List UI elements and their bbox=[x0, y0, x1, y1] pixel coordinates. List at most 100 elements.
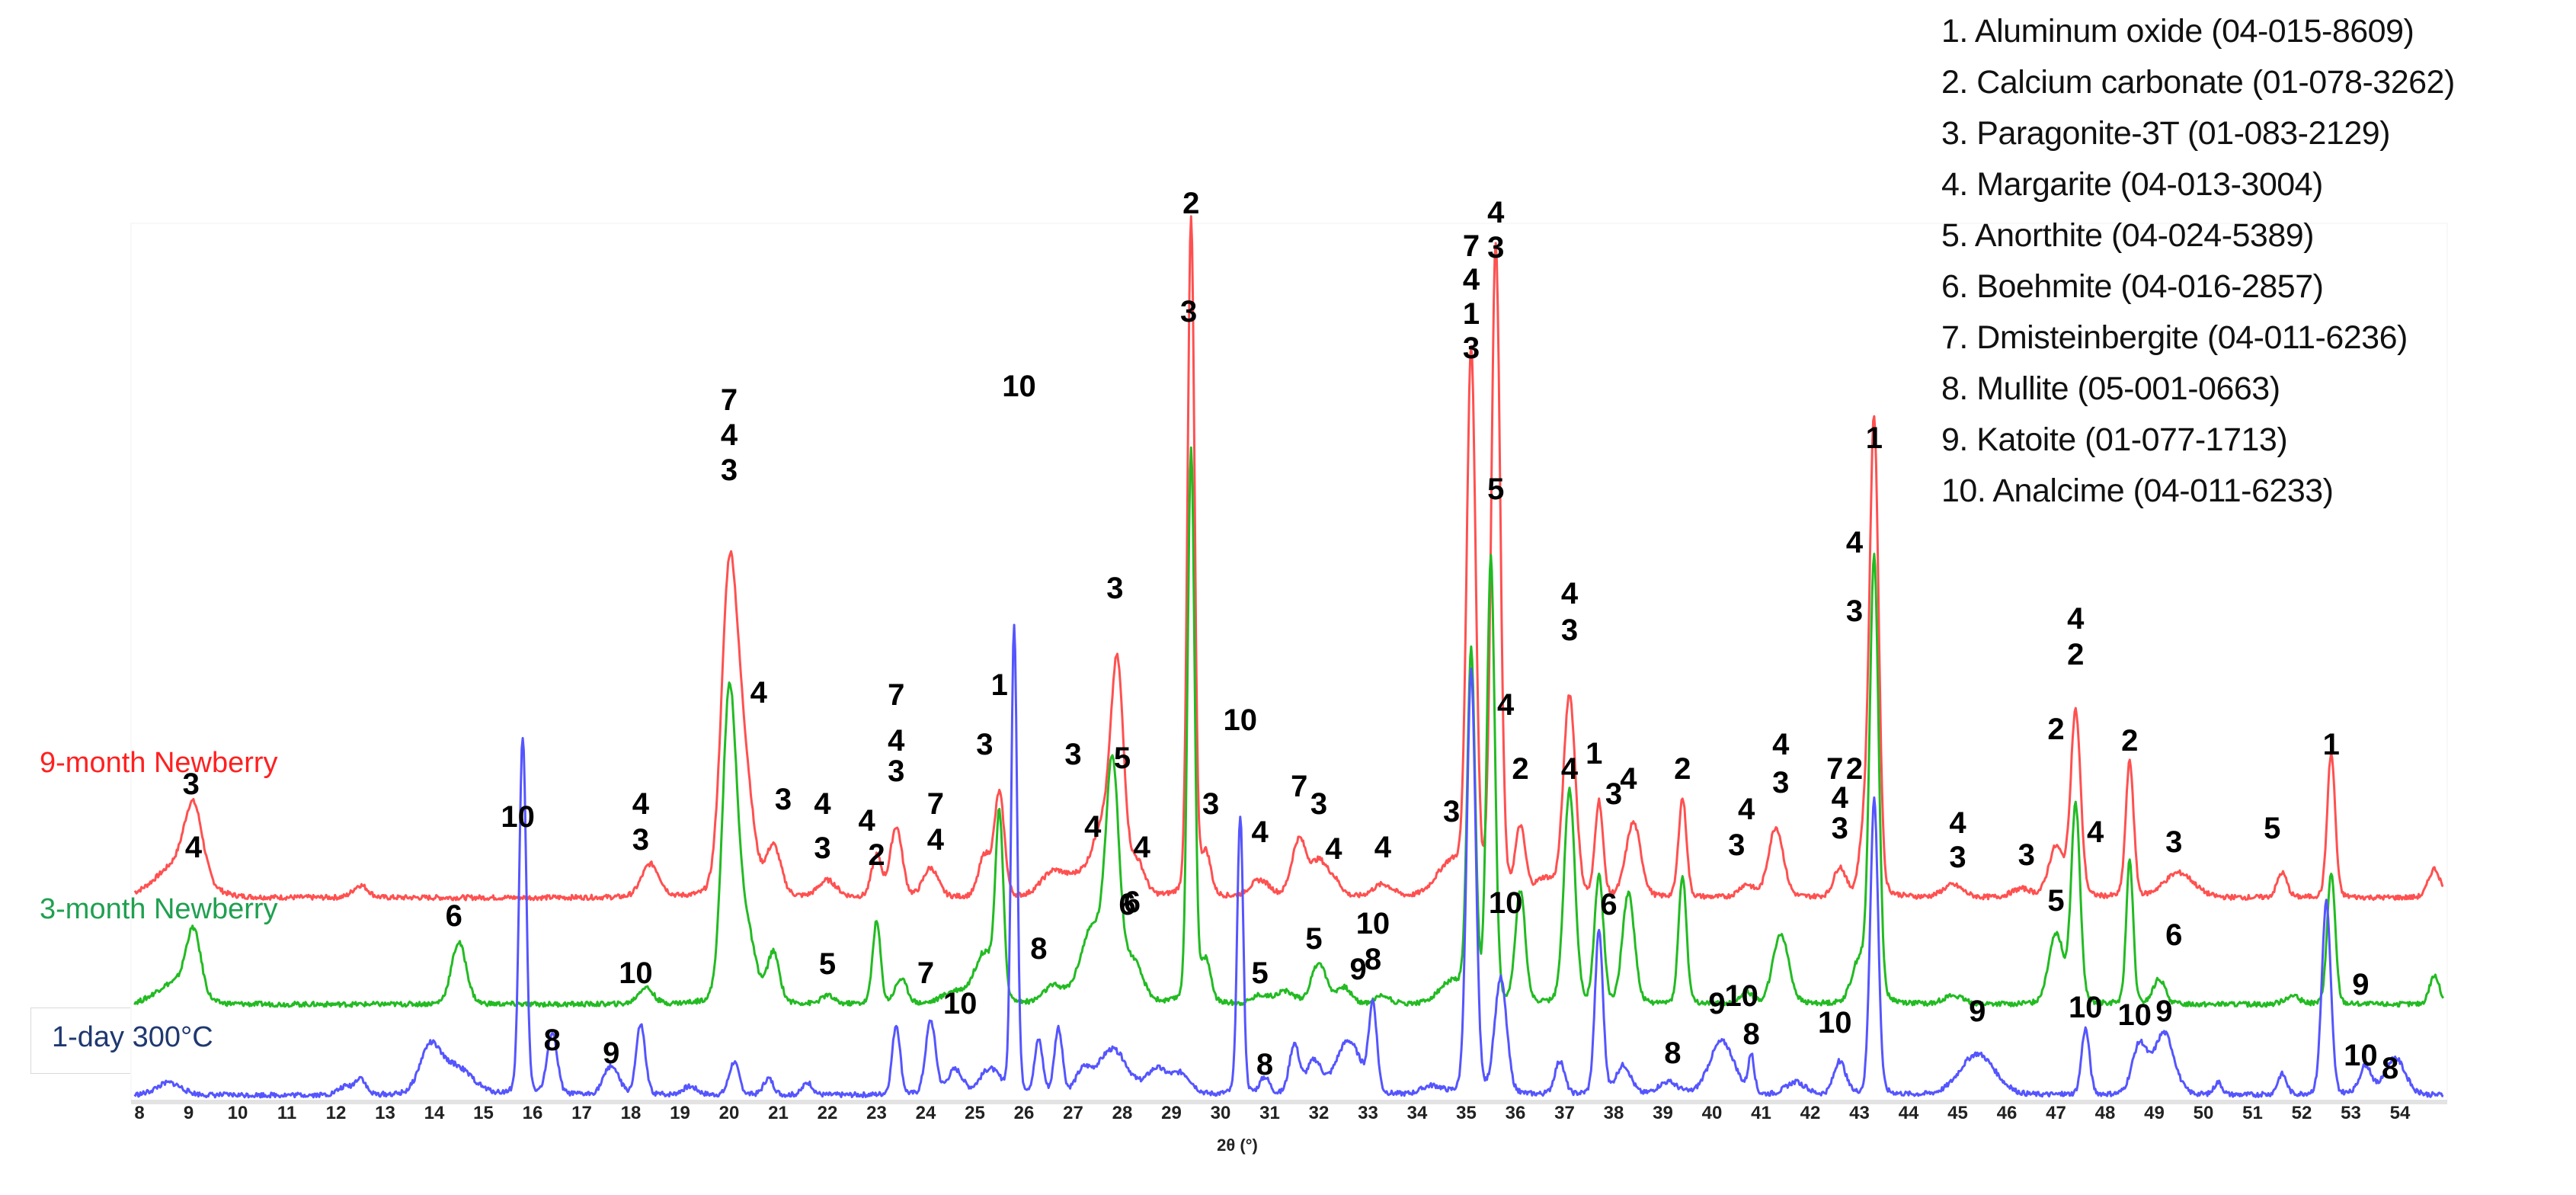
peak-label: 10 bbox=[2117, 998, 2152, 1032]
peak-label: 8 bbox=[1030, 932, 1047, 966]
peak-label: 1 bbox=[991, 668, 1008, 702]
peak-label: 4 bbox=[1374, 831, 1392, 864]
peak-label: 10 bbox=[1489, 886, 1523, 920]
peak-label: 3 bbox=[775, 783, 792, 816]
peak-label: 2 bbox=[2121, 724, 2138, 758]
peak-label: 6 bbox=[1124, 886, 1141, 919]
x-tick-label: 8 bbox=[134, 1103, 144, 1123]
peak-label: 2 bbox=[1674, 752, 1691, 786]
x-tick-label: 32 bbox=[1309, 1103, 1330, 1123]
peak-label: 8 bbox=[1664, 1036, 1681, 1070]
x-tick-label: 12 bbox=[326, 1103, 347, 1123]
peak-label: 4 bbox=[858, 804, 875, 838]
phase-legend: 1. Aluminum oxide (04-015-8609) 2. Calci… bbox=[1941, 6, 2455, 517]
peak-label: 4 bbox=[1832, 781, 1849, 815]
series-label-9-month: 9-month Newberry bbox=[40, 747, 278, 779]
peak-label: 3 bbox=[2165, 825, 2182, 859]
legend-item-9: 9. Katoite (01-077-1713) bbox=[1941, 421, 2288, 458]
peak-label: 3 bbox=[1310, 787, 1327, 821]
peak-label: 5 bbox=[2047, 884, 2064, 918]
x-tick-label: 21 bbox=[768, 1103, 789, 1123]
peak-label: 6 bbox=[1118, 888, 1135, 921]
x-tick-label: 39 bbox=[1653, 1103, 1673, 1123]
peak-label: 3 bbox=[721, 453, 738, 487]
x-tick-label: 50 bbox=[2194, 1103, 2214, 1123]
legend-item-10: 10. Analcime (04-011-6233) bbox=[1941, 473, 2334, 509]
peak-label: 9 bbox=[1708, 987, 1725, 1020]
x-tick-label: 9 bbox=[184, 1103, 194, 1123]
x-tick-label: 52 bbox=[2292, 1103, 2312, 1123]
peak-label: 10 bbox=[1002, 370, 1036, 403]
peak-label: 3 bbox=[1106, 572, 1123, 605]
x-tick-label: 53 bbox=[2341, 1103, 2361, 1123]
peak-label: 4 bbox=[888, 724, 905, 758]
peak-label: 3 bbox=[183, 767, 200, 801]
peak-label: 7 bbox=[1826, 752, 1843, 786]
peak-label: 9 bbox=[2155, 995, 2172, 1028]
x-tick-label: 17 bbox=[571, 1103, 592, 1123]
peak-label: 3 bbox=[1561, 614, 1578, 647]
peak-label: 9 bbox=[2352, 968, 2369, 1001]
x-tick-label: 36 bbox=[1506, 1103, 1526, 1123]
series-layer bbox=[133, 215, 2445, 1099]
series-line-1 bbox=[133, 446, 2445, 1008]
x-tick-label: 51 bbox=[2242, 1103, 2263, 1123]
x-tick-label: 47 bbox=[2046, 1103, 2066, 1123]
x-tick-label: 33 bbox=[1358, 1103, 1378, 1123]
peak-label: 4 bbox=[1949, 806, 1966, 840]
x-tick-label: 22 bbox=[818, 1103, 838, 1123]
legend-item-8: 8. Mullite (05-001-0663) bbox=[1941, 370, 2280, 407]
peak-label: 3 bbox=[1772, 766, 1789, 799]
x-tick-label: 15 bbox=[473, 1103, 494, 1123]
x-tick-label: 34 bbox=[1407, 1103, 1428, 1123]
peak-label: 10 bbox=[1224, 703, 1258, 737]
x-tick-label: 20 bbox=[719, 1103, 740, 1123]
legend-item-3: 3. Paragonite-3T (01-083-2129) bbox=[1941, 115, 2390, 152]
peak-label: 7 bbox=[721, 383, 738, 417]
peak-label: 1 bbox=[1586, 737, 1602, 771]
x-tick-label: 38 bbox=[1604, 1103, 1624, 1123]
peak-label: 4 bbox=[814, 787, 831, 821]
peak-label: 3 bbox=[1463, 332, 1480, 365]
x-tick-label: 26 bbox=[1014, 1103, 1035, 1123]
x-tick-label: 44 bbox=[1899, 1103, 1919, 1123]
peak-label: 5 bbox=[2264, 812, 2280, 845]
peak-label: 10 bbox=[2344, 1039, 2378, 1072]
x-tick-label: 43 bbox=[1849, 1103, 1870, 1123]
peak-label: 7 bbox=[888, 678, 904, 712]
peak-label: 4 bbox=[1561, 577, 1579, 610]
peak-label: 3 bbox=[1180, 295, 1197, 328]
x-tick-label: 23 bbox=[866, 1103, 887, 1123]
peak-label: 10 bbox=[619, 956, 653, 990]
peak-label: 3 bbox=[888, 754, 904, 788]
series-line-2 bbox=[133, 623, 2444, 1099]
peak-label: 2 bbox=[1512, 752, 1528, 786]
x-tick-label: 41 bbox=[1751, 1103, 1771, 1123]
peak-label: 10 bbox=[2069, 991, 2103, 1024]
peak-label: 5 bbox=[819, 947, 836, 981]
x-tick-label: 11 bbox=[277, 1103, 296, 1123]
peak-label: 4 bbox=[750, 676, 768, 710]
x-tick-label: 49 bbox=[2144, 1103, 2165, 1123]
peak-label: 4 bbox=[1772, 728, 1790, 761]
peak-label: 1 bbox=[1463, 297, 1480, 331]
x-tick-label: 40 bbox=[1702, 1103, 1723, 1123]
peak-label: 3 bbox=[1832, 812, 1848, 845]
peak-label: 2 bbox=[868, 838, 885, 872]
peak-label: 9 bbox=[1969, 995, 1986, 1028]
x-tick-label: 28 bbox=[1112, 1103, 1133, 1123]
peak-label: 10 bbox=[1818, 1006, 1852, 1040]
legend-item-2: 2. Calcium carbonate (01-078-3262) bbox=[1941, 64, 2455, 101]
peak-label: 4 bbox=[185, 831, 203, 864]
peak-label: 4 bbox=[1738, 793, 1755, 826]
peak-label: 4 bbox=[2067, 602, 2085, 636]
peak-label: 8 bbox=[544, 1024, 561, 1057]
x-tick-label: 30 bbox=[1211, 1103, 1231, 1123]
x-axis-line bbox=[131, 1100, 2447, 1104]
peak-label: 6 bbox=[446, 899, 462, 933]
peak-label: 7 bbox=[917, 956, 934, 990]
x-tick-label: 37 bbox=[1554, 1103, 1575, 1123]
x-tick-label: 13 bbox=[375, 1103, 395, 1123]
peak-label: 1 bbox=[2323, 728, 2340, 761]
